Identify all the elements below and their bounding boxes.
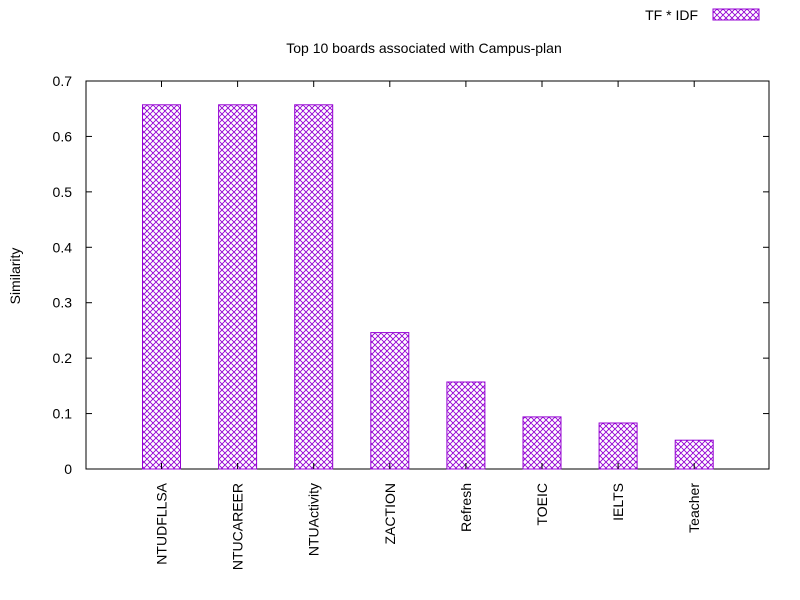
x-tick-label: Teacher: [686, 483, 702, 533]
legend-label: TF * IDF: [645, 7, 698, 23]
bar-refresh: [446, 381, 486, 470]
bar-zaction: [370, 332, 410, 470]
legend: TF * IDF: [645, 7, 760, 23]
legend-swatch: [712, 8, 760, 21]
y-axis: 0 0.1 0.2 0.3 0.4 0.5 0.6 0.7: [53, 73, 769, 477]
y-tick-label: 0: [64, 461, 72, 477]
bars-group: [142, 104, 714, 470]
x-tick-label: IELTS: [610, 483, 626, 521]
y-tick-label: 0.4: [53, 239, 73, 255]
x-tick-label: NTUActivity: [306, 483, 322, 556]
x-tick-label: NTUCAREER: [230, 483, 246, 570]
x-tick-label: NTUDFLLSA: [154, 482, 170, 564]
y-tick-label: 0.3: [53, 295, 73, 311]
x-tick-label: TOEIC: [534, 483, 550, 526]
y-tick-label: 0.1: [53, 406, 73, 422]
y-tick-label: 0.6: [53, 128, 73, 144]
bar-ntuactivity: [294, 104, 334, 470]
y-axis-label: Similarity: [7, 248, 23, 305]
y-tick-label: 0.5: [53, 184, 73, 200]
x-tick-label: ZACTION: [382, 483, 398, 544]
bar-toeic: [522, 416, 562, 470]
y-tick-label: 0.2: [53, 350, 73, 366]
bar-ntudfllsa: [142, 104, 181, 470]
chart-title: Top 10 boards associated with Campus-pla…: [286, 40, 562, 56]
plot-frame: [85, 80, 770, 470]
x-tick-label: Refresh: [458, 483, 474, 532]
y-tick-label: 0.7: [53, 73, 73, 89]
x-axis: NTUDFLLSA NTUCAREER NTUActivity ZACTION Refr…: [154, 81, 702, 570]
bar-ielts: [598, 422, 638, 470]
bar-ntucareer: [218, 104, 258, 470]
